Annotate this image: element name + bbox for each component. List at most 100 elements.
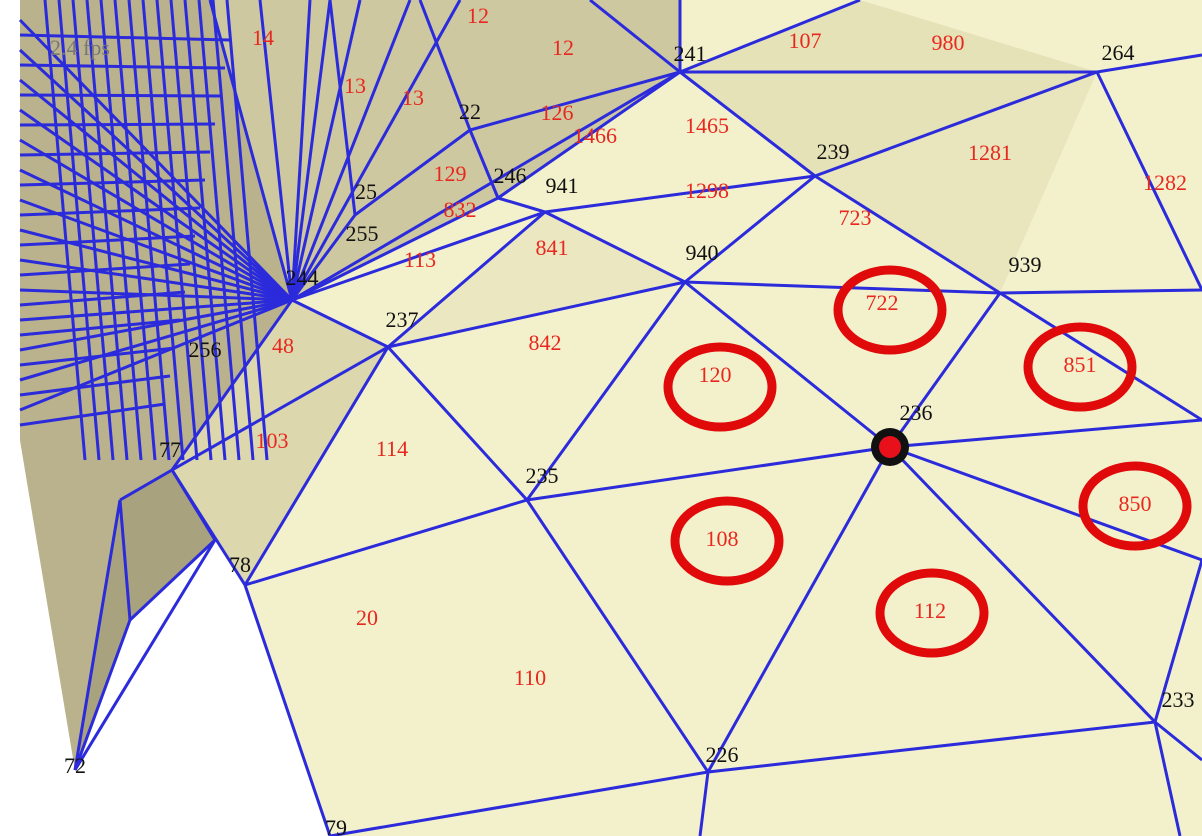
mesh-edge bbox=[19, 234, 196, 247]
mesh-edge bbox=[99, 0, 143, 461]
mesh-edge bbox=[888, 445, 1157, 724]
face-label: 112 bbox=[914, 598, 946, 623]
mesh-edge bbox=[19, 374, 171, 397]
face-label: 723 bbox=[839, 205, 872, 230]
mesh-edge bbox=[291, 70, 681, 302]
highlight-ring bbox=[875, 568, 989, 658]
mesh-edge bbox=[679, 0, 861, 74]
face-label: 1281 bbox=[968, 140, 1012, 165]
face-label: 113 bbox=[404, 247, 436, 272]
mesh-edge bbox=[544, 210, 686, 284]
fps-label: 2.4 fps bbox=[50, 35, 110, 60]
shaded-face bbox=[172, 300, 388, 585]
face-label: 851 bbox=[1064, 352, 1097, 377]
mesh-edge bbox=[1153, 721, 1182, 836]
vertex-label: 237 bbox=[386, 307, 419, 332]
vertex-label: 226 bbox=[706, 742, 739, 767]
mesh-edge bbox=[290, 0, 462, 301]
mesh-edge bbox=[387, 280, 686, 349]
mesh-edge bbox=[684, 174, 816, 284]
vertex-label: 246 bbox=[494, 163, 527, 188]
mesh-edge bbox=[119, 468, 173, 502]
vertex-label: 255 bbox=[346, 221, 379, 246]
highlight-ring bbox=[1078, 461, 1192, 551]
face-label: 110 bbox=[514, 665, 546, 690]
mesh-edge bbox=[1095, 71, 1202, 291]
mesh-edge bbox=[118, 499, 132, 621]
mesh-edge bbox=[999, 291, 1202, 422]
mesh-edge bbox=[19, 298, 293, 352]
labels: 241 264 239 941 940 939 237 236 235 77 78 226 233 244… bbox=[64, 3, 1195, 836]
face-label: 13 bbox=[402, 85, 424, 110]
vertex-label: 256 bbox=[189, 337, 222, 362]
face-label: 1298 bbox=[685, 178, 729, 203]
mesh-edge bbox=[525, 499, 710, 773]
face-label: 48 bbox=[272, 333, 294, 358]
mesh-edge bbox=[19, 298, 293, 412]
face-label: 1466 bbox=[573, 123, 617, 148]
mesh-edge bbox=[684, 280, 891, 449]
mesh-edge bbox=[19, 122, 216, 127]
mesh-edge bbox=[1153, 559, 1202, 723]
vertex-label: 236 bbox=[900, 400, 933, 425]
mesh-edge bbox=[211, 0, 255, 461]
mesh-edge bbox=[19, 206, 201, 217]
mesh-edge bbox=[707, 720, 1156, 774]
mesh-edge bbox=[197, 0, 241, 461]
mesh-edge bbox=[19, 93, 221, 98]
mesh-edge bbox=[141, 0, 185, 461]
face-label: 129 bbox=[434, 161, 467, 186]
mesh-edge bbox=[128, 538, 217, 622]
mesh-edge bbox=[183, 0, 227, 461]
mesh-edge bbox=[290, 0, 312, 301]
mesh-edge bbox=[113, 0, 157, 461]
mesh-edge bbox=[386, 345, 529, 502]
mesh-edge bbox=[814, 174, 1001, 295]
highlight-ring bbox=[670, 496, 784, 586]
mesh-edge bbox=[679, 70, 816, 178]
dense-region bbox=[75, 470, 215, 770]
face-label: 980 bbox=[932, 30, 965, 55]
mesh-edge bbox=[18, 48, 294, 302]
mesh-edge bbox=[291, 298, 389, 349]
face-label: 832 bbox=[444, 197, 477, 222]
vertex-label: 941 bbox=[546, 173, 579, 198]
mesh-edge bbox=[525, 281, 687, 501]
highlight-ring bbox=[1023, 322, 1137, 412]
face-label: 722 bbox=[866, 290, 899, 315]
shaded-face bbox=[680, 0, 1097, 176]
vertex-label: 244 bbox=[286, 265, 319, 290]
mesh-edge bbox=[888, 292, 1002, 448]
vertex-label: 22 bbox=[459, 99, 481, 124]
mesh-edge bbox=[291, 210, 546, 302]
mesh-edge bbox=[814, 70, 1098, 178]
mesh-edge bbox=[497, 70, 681, 200]
vertex-label: 235 bbox=[526, 463, 559, 488]
mesh-edge bbox=[225, 0, 269, 461]
mesh-edge bbox=[329, 770, 709, 836]
vertex-label: 25 bbox=[355, 179, 377, 204]
mesh-edge bbox=[155, 0, 199, 461]
mesh-edge bbox=[526, 445, 891, 502]
mesh-edges bbox=[18, 0, 1202, 836]
vertex-label: 72 bbox=[64, 753, 86, 778]
mesh-edge bbox=[243, 584, 332, 836]
mesh-edge bbox=[387, 210, 546, 349]
mesh-edge bbox=[19, 138, 293, 302]
mesh-edge bbox=[19, 402, 166, 427]
mesh-edge bbox=[73, 539, 217, 771]
mesh-edge bbox=[291, 196, 499, 302]
face-label: 12 bbox=[467, 3, 489, 28]
mesh-edge bbox=[1154, 720, 1202, 762]
mesh-edge bbox=[73, 499, 122, 771]
mesh-edge bbox=[290, 0, 332, 301]
face-label: 1465 bbox=[685, 113, 729, 138]
mesh-edge bbox=[19, 258, 293, 302]
shaded-face bbox=[815, 72, 1097, 293]
vertex-label: 940 bbox=[686, 240, 719, 265]
face-label: 120 bbox=[699, 362, 732, 387]
mesh-edge bbox=[170, 469, 217, 541]
mesh-edge bbox=[290, 214, 357, 301]
face-label: 841 bbox=[536, 235, 569, 260]
